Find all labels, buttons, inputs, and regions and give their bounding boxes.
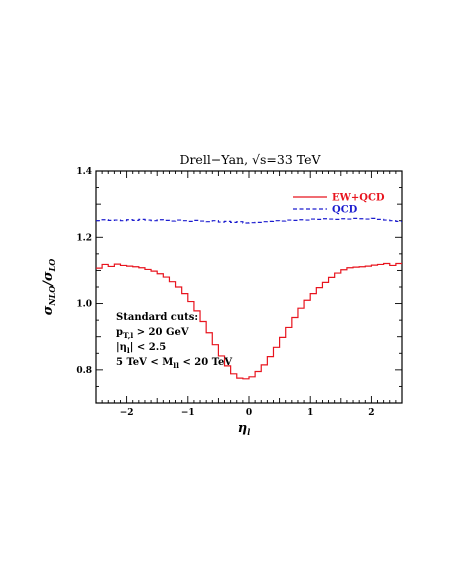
x-tick-label: 1 <box>307 408 313 418</box>
x-tick-label: −2 <box>120 408 134 418</box>
series-line-ew-qcd <box>96 262 402 380</box>
chart-title: Drell−Yan, √s=33 TeV <box>179 152 321 167</box>
x-tick-label: 0 <box>246 408 252 418</box>
y-tick-label: 1.4 <box>76 167 92 177</box>
x-tick-label: −1 <box>181 408 195 418</box>
legend-label: EW+QCD <box>332 193 385 204</box>
x-axis-label: ηl <box>238 421 251 437</box>
y-axis-label: σNLO/σLO <box>41 259 57 315</box>
annotation-line: pT,l > 20 GeV <box>116 327 189 340</box>
cuts-annotation: Standard cuts: pT,l > 20 GeV |ηl| < 2.5 5 T… <box>116 312 232 370</box>
y-tick-label: 1.2 <box>76 233 92 243</box>
annotation-line: 5 TeV < Mll < 20 TeV <box>116 357 232 370</box>
annotation-line: Standard cuts: <box>116 312 198 323</box>
x-tick-label: 2 <box>368 408 374 418</box>
y-tick-label: 0.8 <box>76 366 92 376</box>
annotation-line: |ηl| < 2.5 <box>116 342 166 355</box>
series-line-qcd <box>96 217 402 224</box>
y-tick-label: 1.0 <box>76 300 92 310</box>
plot-area: −2 −1 0 1 2 0.8 1.0 1.2 1.4 <box>76 167 403 418</box>
legend-label: QCD <box>332 205 358 216</box>
